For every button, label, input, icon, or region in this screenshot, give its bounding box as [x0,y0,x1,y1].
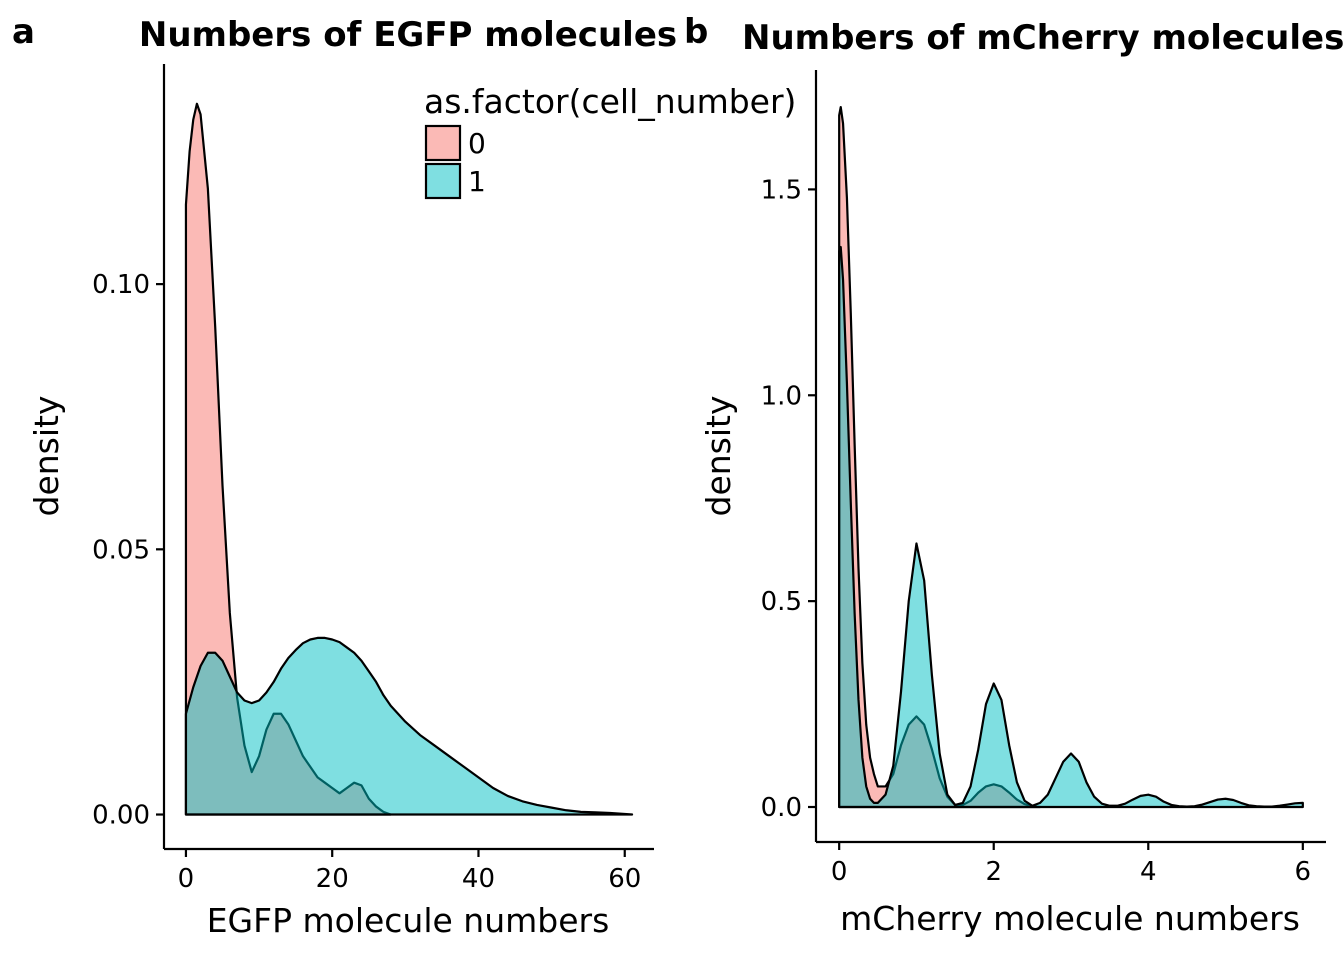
panel-b-y-axis-title: density [699,396,738,517]
panel-a-title: Numbers of EGFP molecules [139,15,677,55]
panel-a-density-areas [184,102,634,816]
panel-a-axes: 0 20 40 60 0.00 0.05 0.10 [92,64,654,894]
panel-a-x-tick-label: 40 [462,864,495,894]
panel-b-x-tick-label: 2 [985,857,1002,887]
panel-b-density-areas [838,105,1304,809]
panel-b-density-series-0 [838,105,1042,809]
panel-a-y-axis-title: density [27,396,66,517]
panel-b-x-tick-label: 6 [1295,857,1312,887]
panel-b-title: Numbers of mCherry molecules [742,18,1344,58]
panel-b-x-tick-label: 4 [1140,857,1157,887]
panel-a-x-tick-label: 60 [608,864,641,894]
legend-items: 01 [424,124,486,200]
panel-a-x-tick-label: 20 [316,864,349,894]
panel-b-y-tick-label: 0.5 [761,587,802,617]
panel-b-y-tick-label: 1.0 [761,381,802,411]
panel-a-x-axis-title: EGFP molecule numbers [207,901,610,940]
legend-label-0: 0 [468,127,486,160]
panel-a-tag: a [12,12,35,52]
panel-a-y-tick-label: 0.05 [92,535,150,565]
panel-b-x-tick-label: 0 [831,857,848,887]
panel-b-x-axis-title: mCherry molecule numbers [840,899,1300,938]
panel-a-x-tick-label: 0 [178,864,195,894]
panel-a-y-tick-label: 0.10 [92,270,150,300]
panel-b-y-tick-label: 1.5 [761,175,802,205]
legend-swatch-0 [424,124,462,162]
panel-a-egfp-density: a Numbers of EGFP molecules 0 20 40 600.000… [12,12,677,940]
legend-swatch-1 [424,162,462,200]
panel-b-density-series-1 [838,245,1304,809]
panel-b-axes: 0 2 4 6 0.0 0.5 1.0 1.5 [761,70,1326,887]
panel-a-y-tick-label: 0.00 [92,801,150,831]
legend-title: as.factor(cell_number) [424,82,796,121]
panel-a-density-series-1 [184,636,634,816]
panel-b-y-tick-label: 0.0 [761,793,802,823]
panel-b-mcherry-density: b Numbers of mCherry molecules 0 2 4 6 0.0 0.… [684,12,1344,938]
legend: as.factor(cell_number) 01 [424,82,796,200]
legend-label-1: 1 [468,165,486,198]
panel-b-tag: b [684,12,708,52]
